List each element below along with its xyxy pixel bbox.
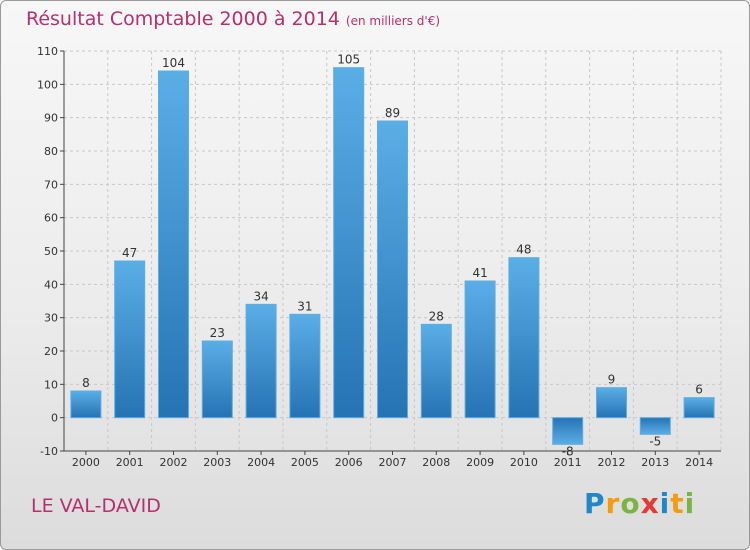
bar-2011 xyxy=(552,417,584,445)
chart-subtitle: (en milliers d'€) xyxy=(345,14,441,28)
data-label-2003: 23 xyxy=(210,326,225,340)
data-label-2000: 8 xyxy=(82,376,90,390)
x-tick-label-2002: 2002 xyxy=(160,456,188,469)
bar-2001 xyxy=(114,260,146,419)
data-label-2007: 89 xyxy=(385,106,400,120)
bar-2003 xyxy=(201,340,233,419)
y-tick-label: 40 xyxy=(44,278,58,291)
x-tick-label-2006: 2006 xyxy=(335,456,363,469)
x-tick-label-2008: 2008 xyxy=(422,456,450,469)
bar-2008 xyxy=(420,323,452,419)
y-tick-label: 80 xyxy=(44,145,58,158)
proxiti-logo: Proxiti xyxy=(584,487,696,520)
bar-2007 xyxy=(377,120,408,419)
bar-2013 xyxy=(639,417,671,435)
commune-name: LE VAL-DAVID xyxy=(31,495,161,517)
chart-title-text: Résultat Comptable 2000 à 2014 xyxy=(26,8,340,30)
data-label-2012: 9 xyxy=(608,373,616,387)
bar-2009 xyxy=(464,280,496,419)
bar-2010 xyxy=(508,257,540,419)
x-tick-label-2009: 2009 xyxy=(466,456,494,469)
y-tick-label: 10 xyxy=(44,378,58,391)
data-label-2010: 48 xyxy=(516,243,531,257)
data-label-2005: 31 xyxy=(297,299,312,313)
y-tick-label: 70 xyxy=(44,178,58,191)
bar-2006 xyxy=(333,67,365,419)
x-tick-label-2011: 2011 xyxy=(554,456,582,469)
data-label-2008: 28 xyxy=(429,309,444,323)
data-label-2006: 105 xyxy=(337,53,360,67)
data-label-2004: 34 xyxy=(253,289,268,303)
data-label-2013: -5 xyxy=(649,434,661,448)
x-tick-label-2003: 2003 xyxy=(203,456,231,469)
bar-2004 xyxy=(245,303,277,419)
bar-2002 xyxy=(158,70,189,419)
y-tick-label: -10 xyxy=(40,445,58,458)
x-tick-label-2004: 2004 xyxy=(247,456,275,469)
y-tick-label: 20 xyxy=(44,345,58,358)
y-tick-label: 100 xyxy=(37,78,58,91)
y-tick-label: 60 xyxy=(44,212,58,225)
y-tick-label: 90 xyxy=(44,112,58,125)
data-label-2001: 47 xyxy=(122,246,137,260)
y-tick-label: 50 xyxy=(44,245,58,258)
bar-2012 xyxy=(596,387,627,419)
x-tick-label-2014: 2014 xyxy=(685,456,713,469)
bar-2005 xyxy=(289,313,321,419)
bar-2000 xyxy=(70,390,102,419)
data-label-2009: 41 xyxy=(472,266,487,280)
x-tick-label-2001: 2001 xyxy=(116,456,144,469)
y-tick-label: 30 xyxy=(44,312,58,325)
x-tick-label-2010: 2010 xyxy=(510,456,538,469)
y-tick-label: 110 xyxy=(37,45,58,58)
chart-title: Résultat Comptable 2000 à 2014 (en millie… xyxy=(26,8,440,30)
x-tick-label-2005: 2005 xyxy=(291,456,319,469)
data-label-2011: -8 xyxy=(562,444,574,458)
bar-2014 xyxy=(683,397,715,419)
x-tick-label-2012: 2012 xyxy=(598,456,626,469)
data-label-2002: 104 xyxy=(162,56,185,70)
data-label-2014: 6 xyxy=(695,383,703,397)
x-tick-label-2013: 2013 xyxy=(641,456,669,469)
x-tick-label-2000: 2000 xyxy=(72,456,100,469)
x-tick-label-2007: 2007 xyxy=(379,456,407,469)
y-tick-label: 0 xyxy=(51,412,58,425)
